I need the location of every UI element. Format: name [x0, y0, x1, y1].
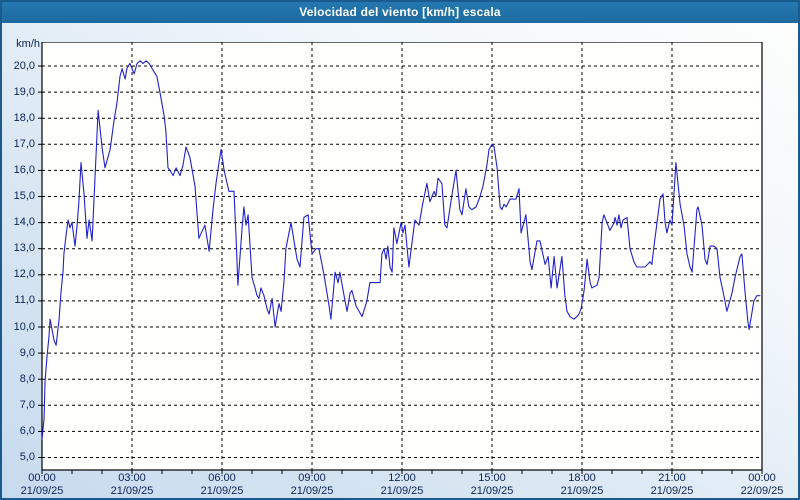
- x-tick-date: 21/09/25: [200, 485, 244, 497]
- x-tick-date: 22/09/25: [740, 485, 784, 497]
- x-tick-label: 18:00 21/09/25: [547, 472, 617, 498]
- wind-speed-line-chart: [38, 42, 763, 474]
- x-tick-label: 00:00 21/09/25: [7, 472, 77, 498]
- plot-border: [41, 42, 763, 471]
- x-tick-label: 00:00 22/09/25: [727, 472, 797, 498]
- x-tick-time: 18:00: [568, 472, 596, 484]
- wind-speed-series: [41, 60, 761, 440]
- x-tick-time: 00:00: [28, 472, 56, 484]
- y-tick-label: 8,0: [19, 372, 35, 385]
- x-tick-label: 09:00 21/09/25: [277, 472, 347, 498]
- y-tick-label: 20,0: [13, 59, 35, 72]
- x-tick-date: 21/09/25: [470, 485, 514, 497]
- x-tick-date: 21/09/25: [380, 485, 424, 497]
- x-tick-time: 06:00: [208, 472, 236, 484]
- y-tick-label: 7,0: [19, 398, 35, 411]
- x-tick-time: 00:00: [748, 472, 776, 484]
- y-tick-label: 10,0: [13, 320, 35, 333]
- y-tick-label: 18,0: [13, 111, 35, 124]
- x-tick-time: 15:00: [478, 472, 506, 484]
- x-tick-time: 09:00: [298, 472, 326, 484]
- y-tick-label: 17,0: [13, 137, 35, 150]
- x-tick-label: 03:00 21/09/25: [97, 472, 167, 498]
- y-tick-label: 9,0: [19, 346, 35, 359]
- y-tick-label: 5,0: [19, 451, 35, 463]
- y-tick-label: 11,0: [14, 294, 35, 307]
- x-tick-label: 06:00 21/09/25: [187, 472, 257, 498]
- x-tick-date: 21/09/25: [110, 485, 154, 497]
- x-tick-date: 21/09/25: [650, 485, 694, 497]
- x-tick-time: 12:00: [388, 472, 416, 484]
- x-tick-time: 21:00: [658, 472, 686, 484]
- x-tick-time: 03:00: [118, 472, 146, 484]
- chart-title: Velocidad del viento [km/h] escala: [299, 5, 501, 19]
- y-axis-unit-label: km/h: [16, 38, 40, 50]
- y-tick-label: 12,0: [13, 268, 35, 281]
- y-tick-label: 15,0: [13, 190, 35, 202]
- y-tick-label: 14,0: [13, 216, 35, 229]
- y-tick-label: 19,0: [13, 85, 35, 98]
- x-tick-label: 15:00 21/09/25: [457, 472, 527, 498]
- x-tick-label: 12:00 21/09/25: [367, 472, 437, 498]
- y-tick-label: 6,0: [19, 424, 35, 437]
- x-tick-date: 21/09/25: [20, 485, 64, 497]
- chart-title-bar: Velocidad del viento [km/h] escala: [2, 2, 798, 23]
- y-tick-label: 16,0: [13, 163, 35, 176]
- x-tick-date: 21/09/25: [560, 485, 604, 497]
- x-tick-label: 21:00 21/09/25: [637, 472, 707, 498]
- x-tick-date: 21/09/25: [290, 485, 334, 497]
- y-tick-label: 13,0: [13, 242, 35, 255]
